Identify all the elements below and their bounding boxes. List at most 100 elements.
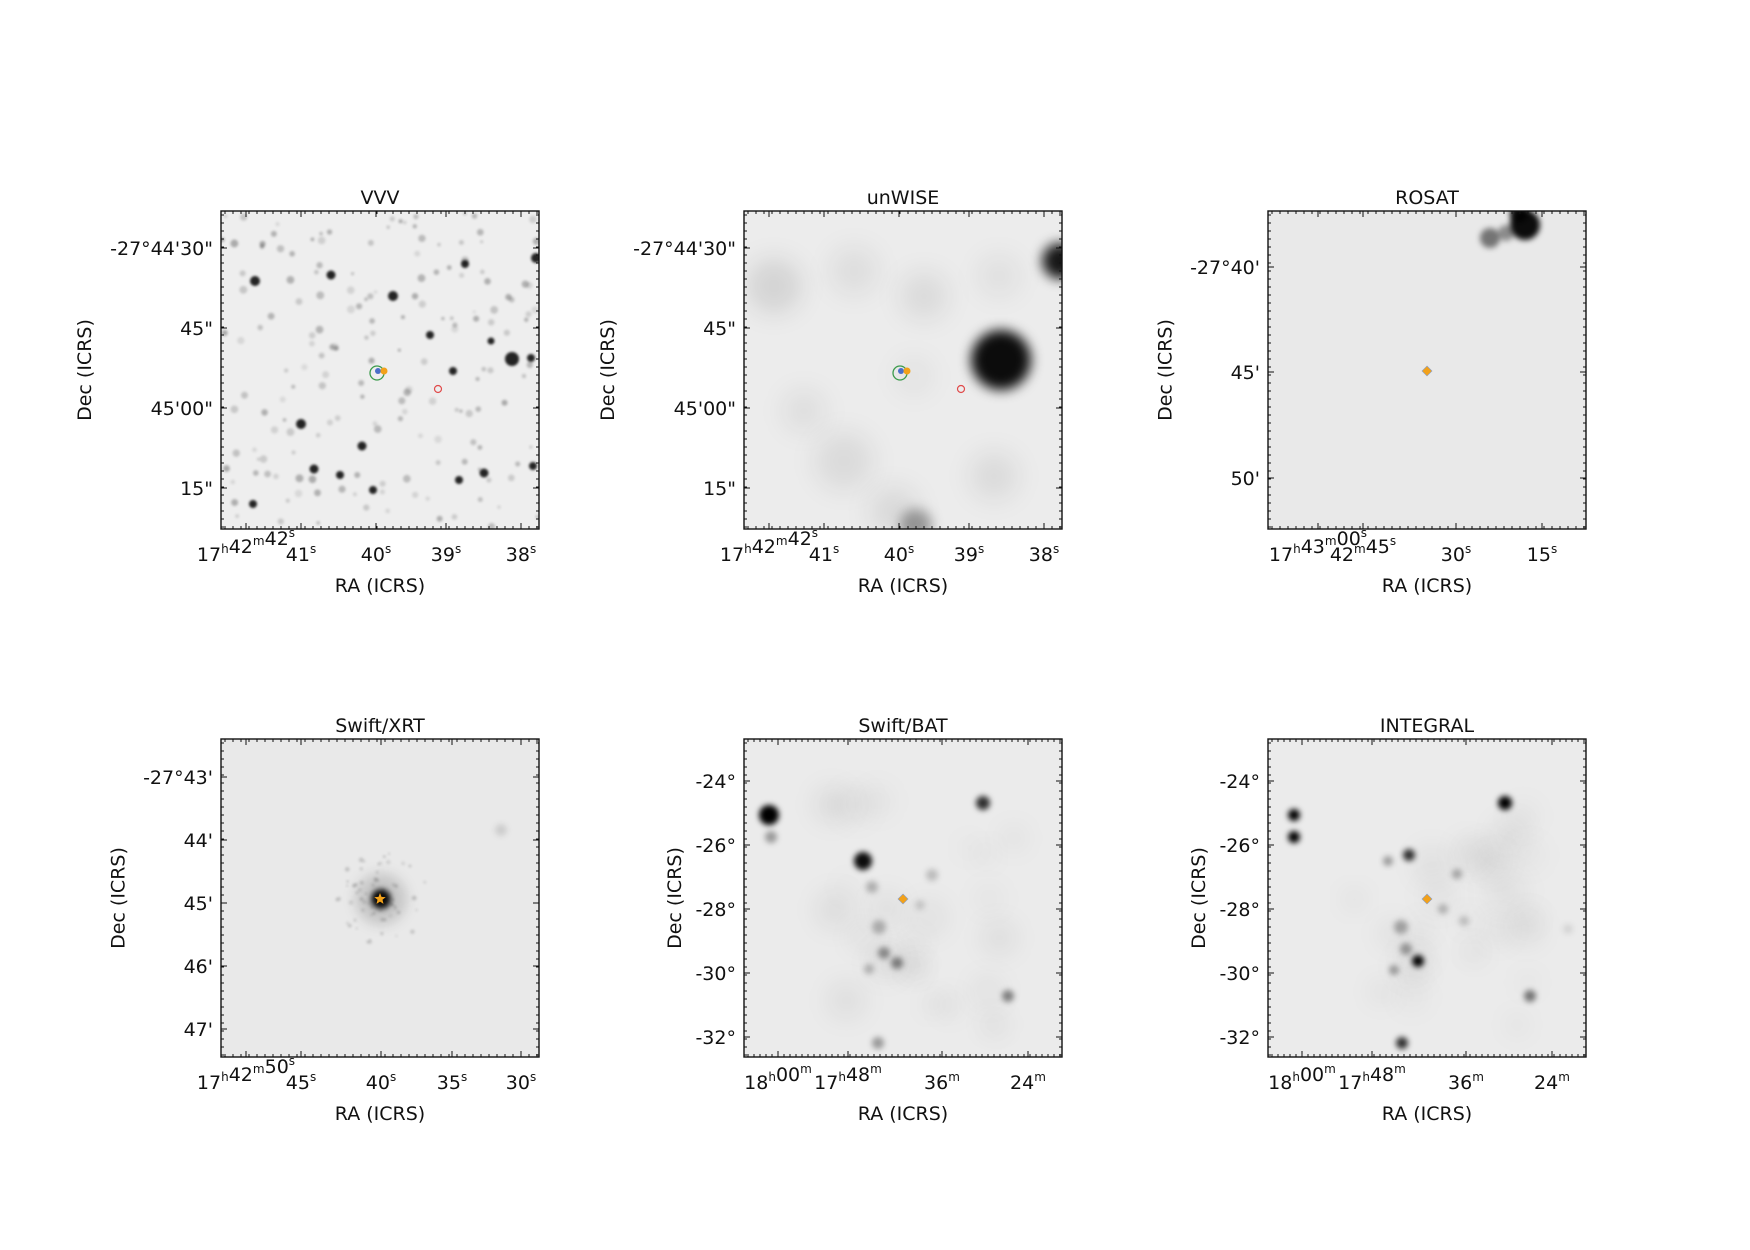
- axes-frame: [1267, 738, 1587, 1058]
- x-tick-label: 35s: [437, 1070, 467, 1094]
- y-tick-label: 44': [184, 830, 213, 852]
- offset-source-circle: [433, 384, 443, 394]
- x-tick-label: 17h42m42s: [197, 526, 295, 566]
- x-tick-label: 40s: [361, 542, 391, 566]
- target-position-marker: [1421, 893, 1433, 905]
- tick-marks: [1268, 739, 1586, 1057]
- y-tick-label: 45": [180, 318, 213, 340]
- x-tick-label: 17h48m: [1338, 1062, 1406, 1094]
- y-tick-label: -27°44'30": [110, 238, 213, 260]
- x-tick-label: 17h42m42s: [720, 526, 818, 566]
- x-axis-label: RA (ICRS): [1382, 575, 1472, 597]
- x-tick-label: 41s: [809, 542, 839, 566]
- panel-unwise: unWISE -27°44'30" 45" 45'00" 15" 17h42m42s41s…: [597, 187, 1063, 597]
- tick-marks: [221, 739, 539, 1057]
- offset-source-circle: [956, 384, 966, 394]
- y-tick-label: -24°: [695, 771, 736, 793]
- x-tick-label: 24m: [1010, 1070, 1046, 1094]
- x-tick-label: 24m: [1534, 1070, 1570, 1094]
- axes-frame: [220, 210, 540, 530]
- y-tick-label: 15": [703, 478, 736, 500]
- catalog-position-marker: [375, 368, 381, 374]
- x-tick-label: 30s: [1441, 542, 1471, 566]
- x-tick-label: 17h42m50s: [197, 1054, 295, 1094]
- sky-image: [744, 211, 1062, 529]
- x-tick-label: 18h00m: [744, 1062, 812, 1094]
- y-tick-label: -27°40': [1190, 257, 1260, 279]
- panel-title: ROSAT: [1395, 187, 1459, 209]
- y-axis-label: Dec (ICRS): [1155, 319, 1177, 421]
- sky-image: [1268, 211, 1586, 529]
- target-position-marker: [380, 367, 388, 375]
- sky-image: [1268, 739, 1586, 1057]
- y-axis-label: Dec (ICRS): [664, 847, 686, 949]
- panel-title: unWISE: [867, 187, 940, 209]
- y-axis-label: Dec (ICRS): [1188, 847, 1210, 949]
- x-tick-label: 38s: [506, 542, 536, 566]
- x-tick-label: 45s: [286, 1070, 316, 1094]
- axes-frame: [220, 738, 540, 1058]
- x-axis-label: RA (ICRS): [858, 575, 948, 597]
- sky-image: [221, 211, 539, 529]
- y-tick-label: -27°43': [143, 767, 213, 789]
- y-tick-label: 50': [1231, 468, 1260, 490]
- tick-marks: [744, 739, 1062, 1057]
- x-tick-label: 18h00m: [1268, 1062, 1336, 1094]
- axes-frame: [1267, 210, 1587, 530]
- catalog-position-marker: [898, 368, 904, 374]
- target-position-marker: [897, 893, 909, 905]
- x-axis-label: RA (ICRS): [858, 1103, 948, 1125]
- target-position-marker: [1421, 365, 1433, 377]
- y-tick-label: -24°: [1219, 771, 1260, 793]
- y-tick-label: -26°: [695, 835, 736, 857]
- panel-title: Swift/BAT: [858, 715, 948, 737]
- panel-title: INTEGRAL: [1380, 715, 1475, 737]
- x-tick-label: 39s: [431, 542, 461, 566]
- target-position-marker: [903, 367, 911, 375]
- x-tick-label: 15s: [1527, 542, 1557, 566]
- x-tick-label: 17h48m: [814, 1062, 882, 1094]
- panel-swift-xrt: Swift/XRT -27°43' 44' 45' 46' 47' 17h42m50s45s…: [108, 715, 540, 1125]
- y-tick-label: 15": [180, 478, 213, 500]
- tick-marks: [221, 211, 539, 529]
- x-tick-label: 40s: [366, 1070, 396, 1094]
- x-tick-label: 42m45s: [1330, 534, 1396, 566]
- x-tick-label: 17h43m00s: [1269, 526, 1367, 566]
- y-axis-label: Dec (ICRS): [74, 319, 96, 421]
- y-tick-label: 45': [1231, 362, 1260, 384]
- tick-marks: [1268, 211, 1586, 529]
- x-tick-label: 38s: [1029, 542, 1059, 566]
- y-tick-label: 47': [184, 1019, 213, 1041]
- x-tick-label: 41s: [286, 542, 316, 566]
- x-tick-label: 36m: [1448, 1070, 1484, 1094]
- y-axis-label: Dec (ICRS): [597, 319, 619, 421]
- panel-title: Swift/XRT: [335, 715, 425, 737]
- sky-image: [744, 739, 1062, 1057]
- y-tick-label: 46': [184, 956, 213, 978]
- x-axis-label: RA (ICRS): [1382, 1103, 1472, 1125]
- y-tick-label: -26°: [1219, 835, 1260, 857]
- panel-title: VVV: [361, 187, 400, 209]
- tick-marks: [744, 211, 1062, 529]
- x-tick-label: 40s: [884, 542, 914, 566]
- axes-frame: [743, 210, 1063, 530]
- y-tick-label: -28°: [1219, 899, 1260, 921]
- axes-frame: [743, 738, 1063, 1058]
- y-tick-label: 45'00": [674, 398, 736, 420]
- y-tick-label: 45': [184, 893, 213, 915]
- y-tick-label: -32°: [695, 1027, 736, 1049]
- panel-integral: INTEGRAL -24° -26° -28° -30° -32° 18h00m17h48m…: [1188, 715, 1587, 1125]
- y-tick-label: -32°: [1219, 1027, 1260, 1049]
- x-tick-label: 30s: [506, 1070, 536, 1094]
- x-axis-label: RA (ICRS): [335, 575, 425, 597]
- y-tick-label: -27°44'30": [633, 238, 736, 260]
- y-tick-label: -30°: [1219, 963, 1260, 985]
- y-tick-label: -28°: [695, 899, 736, 921]
- target-star-marker: [374, 893, 386, 904]
- y-tick-label: 45'00": [151, 398, 213, 420]
- sky-image: [221, 739, 539, 1057]
- x-axis-label: RA (ICRS): [335, 1103, 425, 1125]
